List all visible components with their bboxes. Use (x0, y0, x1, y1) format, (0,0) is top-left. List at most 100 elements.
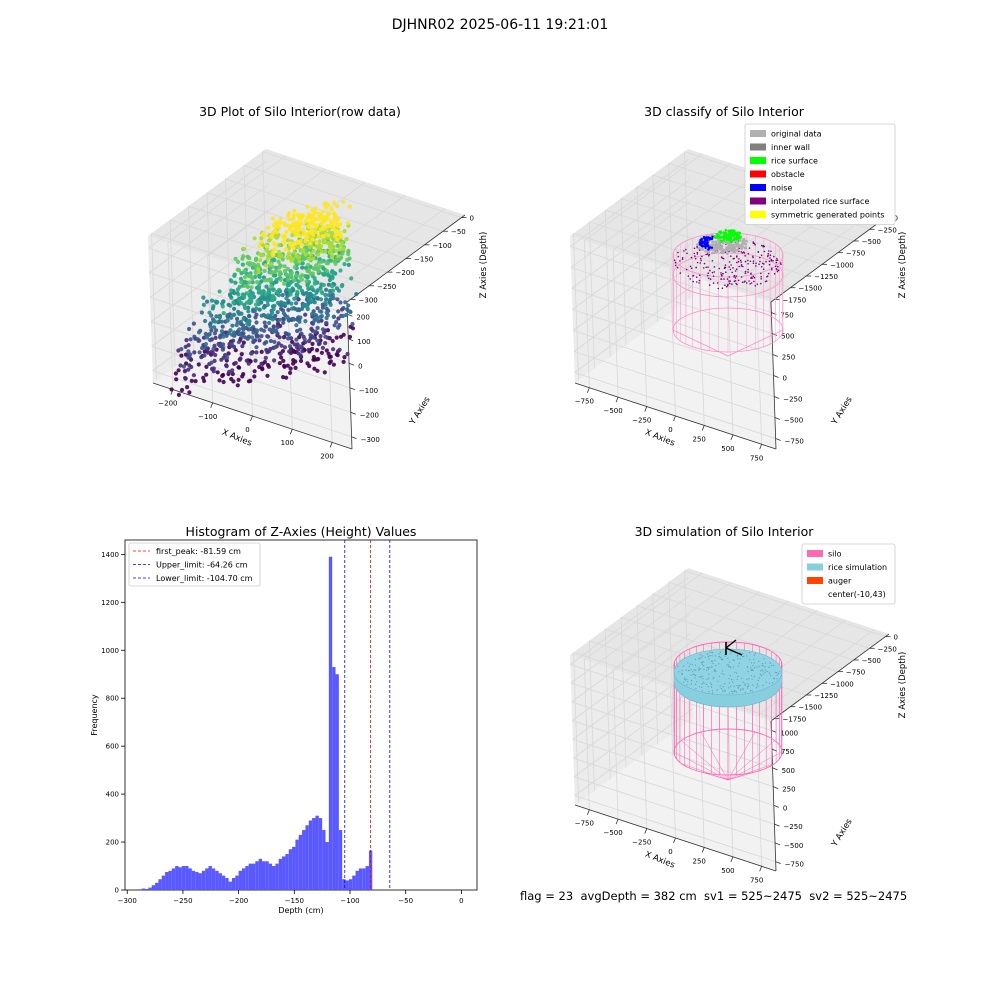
scatter-point (306, 262, 311, 267)
legend-swatch (807, 550, 823, 557)
scatter-point (298, 353, 303, 358)
scatter-point (217, 343, 222, 348)
interpolated-point (744, 255, 746, 257)
rice-dot (712, 652, 714, 654)
scatter-point (319, 314, 324, 319)
rice-dot (688, 670, 690, 672)
interpolated-point (674, 261, 677, 264)
rice-dot (692, 673, 695, 676)
interpolated-point (755, 262, 757, 265)
scatter-point (235, 259, 241, 264)
rice-dot (733, 685, 735, 688)
rice-dot (712, 660, 714, 662)
scatter-point (331, 271, 336, 276)
y-tick-label: 1200 (101, 599, 119, 607)
scatter-point (305, 275, 310, 280)
interpolated-point (729, 280, 731, 282)
rice-dot (710, 686, 713, 688)
interpolated-point (760, 254, 763, 257)
z-tick-label: 0 (893, 215, 897, 223)
x-tick-label: 0 (459, 897, 463, 905)
interpolated-point (698, 282, 700, 284)
x-tick-label: −250 (632, 417, 651, 425)
scatter-point (287, 344, 293, 349)
rice-dot (773, 664, 775, 667)
scatter-point (215, 370, 220, 375)
scatter-point (250, 335, 255, 340)
scatter-point (291, 213, 297, 218)
histogram-bar (332, 667, 336, 890)
scatter-point (219, 329, 225, 334)
y-tick-label: 250 (782, 786, 795, 794)
rice-dot (739, 658, 741, 660)
interpolated-point (736, 283, 738, 286)
scatter-point (335, 297, 340, 302)
scatter-point (326, 233, 331, 238)
scatter-point (336, 223, 341, 229)
original-point (715, 250, 718, 253)
chart-title: 3D Plot of Silo Interior(row data) (199, 104, 401, 119)
scatter-point (319, 350, 324, 355)
scatter-point (252, 236, 257, 241)
interpolated-point (742, 265, 744, 268)
scatter-point (247, 280, 252, 285)
rice-dot (678, 671, 680, 673)
grid-line (604, 629, 611, 780)
scatter-point (242, 269, 247, 274)
rice-dot (729, 666, 731, 668)
y-tick-mark (349, 387, 356, 391)
interpolated-point (679, 260, 681, 262)
original-point (736, 241, 740, 245)
scatter-point (318, 285, 323, 290)
interpolated-point (699, 262, 702, 264)
scatter-point (279, 253, 284, 259)
z-tick-label: −200 (396, 269, 415, 277)
interpolated-point (744, 280, 746, 283)
rice-dot (738, 662, 741, 664)
scatter-point (300, 349, 305, 354)
interpolated-point (748, 280, 750, 282)
original-point (711, 251, 714, 255)
scatter-point (271, 287, 276, 292)
rice-dot (744, 683, 746, 685)
scatter-point (320, 291, 325, 296)
interpolated-point (712, 275, 715, 278)
interpolated-point (762, 268, 765, 271)
scatter-point (315, 288, 320, 293)
scatter-point (243, 274, 248, 280)
rice-simulation-top (673, 648, 783, 696)
scatter-point (325, 240, 330, 245)
rice-surface-point (724, 234, 728, 237)
y-tick-label: 250 (782, 354, 795, 362)
rice-dot (722, 689, 724, 691)
x-tick-mark (644, 828, 648, 834)
histogram-bar (138, 889, 142, 890)
grid-line (188, 206, 194, 354)
scatter-point (323, 201, 328, 206)
rice-dot (684, 678, 686, 680)
scatter-point (219, 319, 224, 324)
scatter-point (277, 265, 282, 270)
z-tick-label: −250 (878, 226, 897, 234)
y-tick-mark (774, 417, 781, 420)
scatter-point (238, 311, 243, 316)
interpolated-point (727, 283, 729, 286)
scatter-point (264, 248, 269, 253)
interpolated-point (720, 278, 723, 280)
interpolated-point (701, 255, 703, 258)
scatter-point (296, 221, 301, 226)
z-tick-label: −1750 (783, 715, 807, 723)
noise-points (698, 235, 714, 251)
interpolated-point (776, 268, 778, 271)
y-tick-label: 0 (783, 804, 787, 812)
scatter-point (241, 254, 246, 259)
original-point (732, 243, 736, 247)
scatter-point (293, 225, 298, 230)
histogram-bar (362, 868, 366, 890)
rice-surface-point (718, 230, 721, 234)
scatter-point (272, 247, 277, 252)
scatter-point (288, 274, 293, 279)
grid-line (684, 570, 886, 637)
scatter-point (256, 284, 261, 289)
scatter-point (324, 268, 329, 273)
